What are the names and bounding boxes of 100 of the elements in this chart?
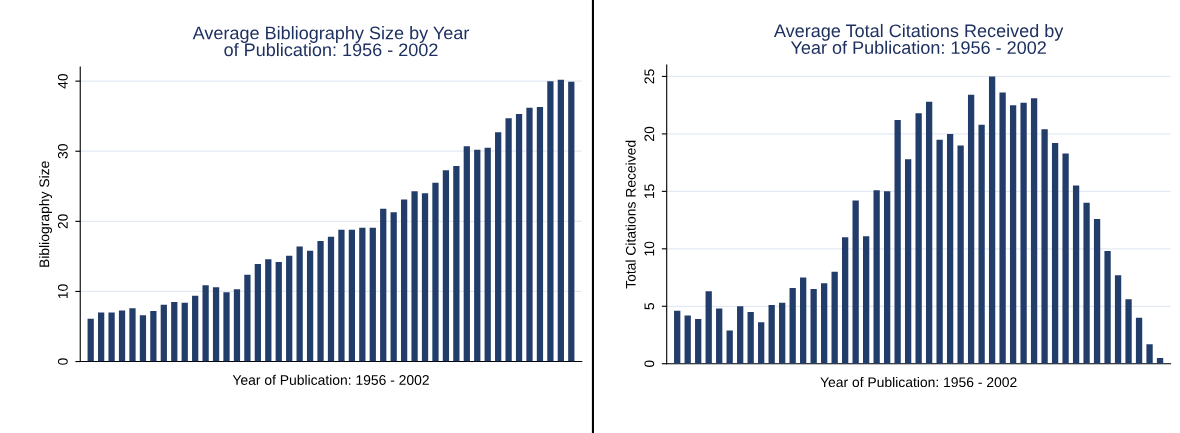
bar bbox=[359, 227, 366, 362]
bar bbox=[1083, 202, 1090, 364]
bar bbox=[202, 285, 209, 362]
bar bbox=[317, 240, 324, 362]
bar bbox=[1030, 98, 1038, 364]
bar bbox=[810, 289, 817, 364]
bar bbox=[883, 191, 891, 364]
bar bbox=[526, 107, 533, 362]
bar bbox=[831, 271, 838, 364]
bar bbox=[789, 287, 796, 364]
bar bbox=[936, 139, 943, 364]
bar bbox=[474, 149, 481, 362]
bar bbox=[695, 318, 702, 364]
bar bbox=[967, 94, 975, 364]
bar bbox=[390, 212, 397, 362]
bar bbox=[265, 259, 272, 362]
bar bbox=[1125, 299, 1132, 364]
bar bbox=[873, 190, 880, 364]
bar bbox=[821, 283, 828, 364]
bar bbox=[925, 101, 933, 364]
bar bbox=[129, 308, 136, 362]
bar bbox=[800, 277, 807, 364]
bar bbox=[505, 118, 512, 362]
bar bbox=[380, 208, 387, 362]
bar bbox=[863, 236, 870, 364]
chart-title: Average Bibliography Size by Year of Publication: 1956 - 2002 bbox=[192, 26, 470, 57]
bar bbox=[737, 306, 744, 364]
y-tick-label: 20 bbox=[57, 214, 68, 229]
bar bbox=[442, 170, 450, 362]
bar bbox=[988, 76, 996, 364]
bar bbox=[1072, 185, 1080, 364]
bar bbox=[999, 92, 1006, 364]
bar bbox=[852, 200, 859, 364]
bar bbox=[1009, 105, 1017, 364]
bar bbox=[118, 310, 126, 362]
bar bbox=[1051, 143, 1059, 364]
x-axis-title: Year of Publication: 1956 - 2002 bbox=[820, 376, 1017, 388]
bar bbox=[842, 237, 849, 364]
bar bbox=[453, 165, 460, 362]
bar bbox=[275, 262, 282, 362]
bar bbox=[181, 302, 188, 362]
bar bbox=[223, 292, 230, 362]
bar bbox=[1146, 344, 1153, 364]
y-tick-label: 5 bbox=[644, 302, 655, 310]
bar bbox=[726, 330, 733, 364]
y-tick-label: 0 bbox=[57, 358, 68, 365]
bar bbox=[568, 81, 575, 362]
bar bbox=[432, 182, 439, 362]
bar bbox=[233, 289, 241, 362]
bar bbox=[171, 301, 178, 362]
bar bbox=[515, 114, 523, 362]
bar bbox=[1062, 153, 1069, 364]
bar bbox=[306, 250, 314, 362]
y-tick-label: 0 bbox=[644, 360, 655, 368]
bar bbox=[1093, 218, 1101, 364]
chart-title: Average Total Citations Received by Year of Publication: 1956 - 2002 bbox=[773, 23, 1064, 55]
y-tick-label: 30 bbox=[57, 144, 68, 159]
bar bbox=[348, 229, 356, 362]
bar bbox=[1135, 317, 1143, 364]
y-tick-label: 10 bbox=[644, 241, 655, 256]
y-tick-label: 40 bbox=[57, 73, 68, 89]
y-tick-label: 25 bbox=[644, 69, 655, 84]
bar bbox=[1020, 102, 1027, 364]
bar bbox=[495, 132, 502, 362]
bar bbox=[338, 229, 345, 362]
y-tick-label: 20 bbox=[644, 126, 655, 141]
bar bbox=[87, 318, 94, 362]
bar bbox=[108, 312, 115, 362]
y-tick-label: 15 bbox=[644, 184, 655, 199]
bar bbox=[705, 291, 712, 364]
bar bbox=[150, 311, 157, 362]
bar bbox=[463, 146, 470, 362]
bar bbox=[1041, 129, 1048, 364]
bar bbox=[98, 312, 105, 362]
bar bbox=[758, 322, 765, 364]
bar bbox=[369, 227, 376, 362]
bar bbox=[978, 124, 985, 364]
y-axis-title: Total Citations Received bbox=[625, 140, 636, 289]
bar bbox=[254, 264, 261, 362]
bar bbox=[192, 295, 199, 362]
bar bbox=[904, 159, 912, 364]
y-axis-title: Bibliography Size bbox=[39, 161, 53, 267]
bar bbox=[674, 310, 681, 364]
bar bbox=[716, 308, 723, 364]
y-tick-label: 10 bbox=[57, 284, 68, 299]
bar bbox=[286, 255, 293, 362]
bar bbox=[915, 113, 922, 364]
bar bbox=[212, 287, 220, 362]
bar bbox=[411, 191, 418, 362]
bar bbox=[139, 315, 147, 362]
bar bbox=[957, 145, 964, 364]
bar bbox=[536, 107, 544, 362]
bar bbox=[1104, 251, 1111, 364]
x-axis-title: Year of Publication: 1956 - 2002 bbox=[232, 374, 429, 385]
bar bbox=[547, 81, 554, 362]
bar bbox=[160, 304, 167, 362]
bar bbox=[296, 246, 303, 362]
bar bbox=[421, 193, 429, 362]
bar bbox=[894, 120, 901, 364]
bar bbox=[244, 274, 251, 362]
